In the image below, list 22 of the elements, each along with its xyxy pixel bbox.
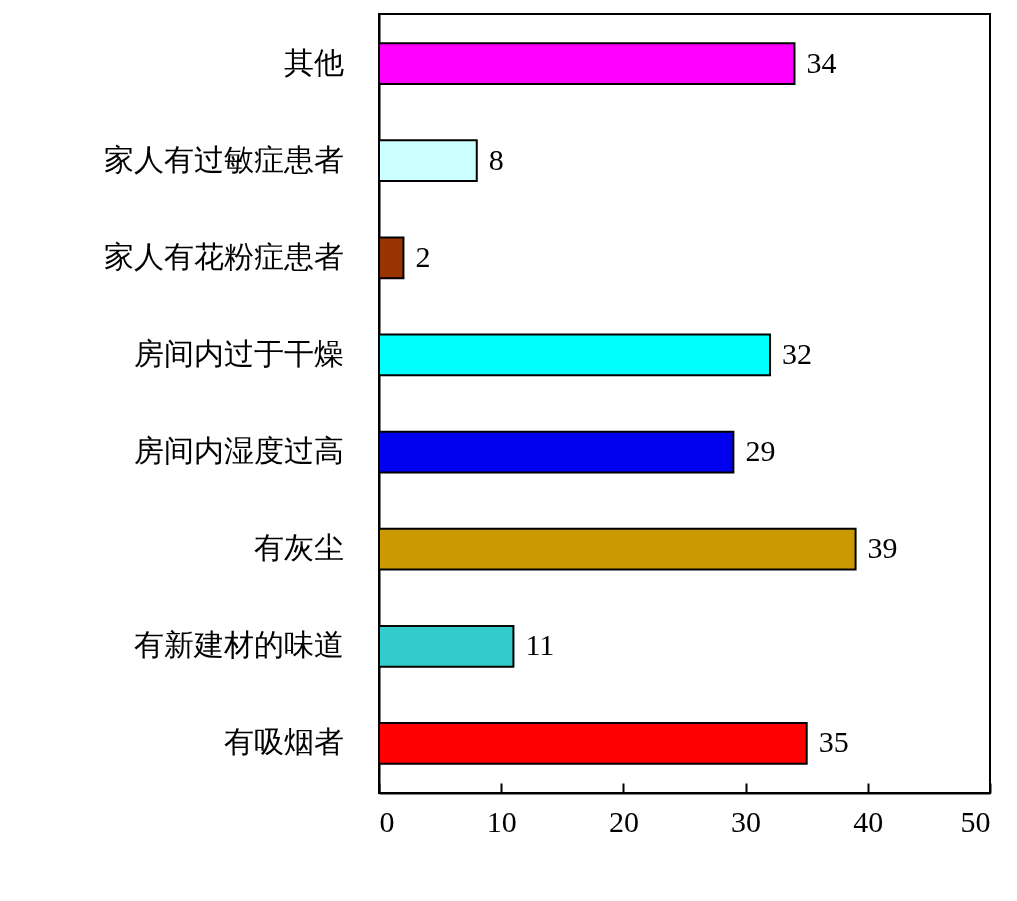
x-tick-label: 0 [379, 804, 395, 838]
y-tick-label: 家人有花粉症患者 [103, 239, 344, 273]
data-label: 32 [782, 336, 813, 370]
data-label: 2 [415, 239, 431, 273]
x-tick-label: 40 [853, 804, 884, 838]
data-label: 34 [806, 45, 837, 79]
y-tick-label: 有灰尘 [253, 531, 344, 565]
y-tick-label: 有吸烟者 [223, 725, 344, 759]
data-label: 35 [818, 725, 849, 759]
x-tick-label: 50 [960, 804, 991, 838]
y-tick-label: 其他 [283, 45, 344, 79]
y-tick-label: 房间内过于干燥 [133, 336, 344, 370]
y-tick-label: 有新建材的味道 [133, 628, 344, 662]
y-tick-label: 房间内湿度过高 [133, 434, 344, 468]
x-tick-label: 30 [731, 804, 762, 838]
data-label: 39 [867, 531, 898, 565]
data-label: 29 [745, 434, 776, 468]
data-label: 8 [488, 142, 504, 176]
y-tick-label: 家人有过敏症患者 [103, 142, 344, 176]
x-tick-label: 20 [608, 804, 639, 838]
x-tick-label: 10 [486, 804, 517, 838]
data-label: 11 [525, 628, 555, 662]
